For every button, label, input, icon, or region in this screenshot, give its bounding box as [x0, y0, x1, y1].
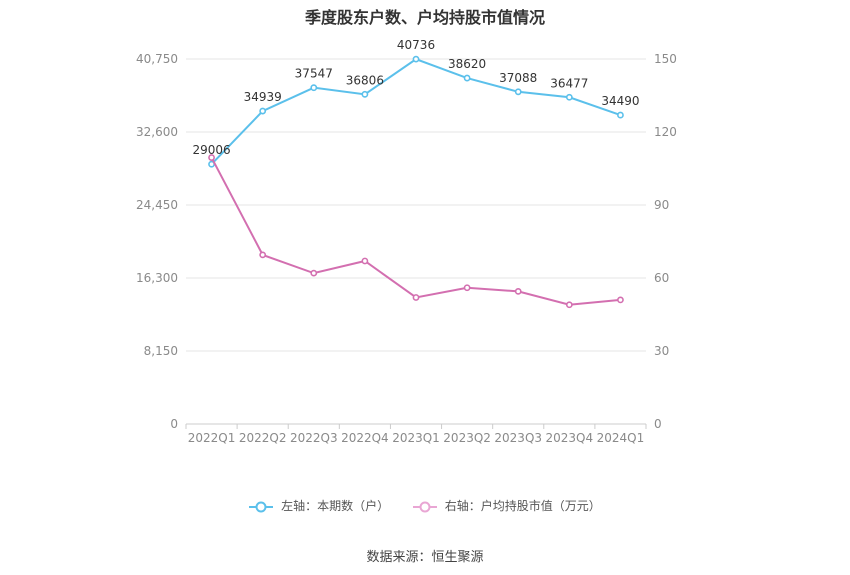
series-line-0 [210, 58, 621, 165]
legend-label-households: 左轴：本期数（户） [281, 499, 390, 513]
legend-item-households[interactable]: 左轴：本期数（户） [249, 497, 389, 514]
data-point-0 [259, 107, 267, 115]
data-source: 数据来源：恒生聚源 [366, 550, 484, 565]
data-point-0 [463, 74, 471, 82]
data-labels: 29006 34939 37547 36806 40736 38620 37088 36477… [192, 38, 639, 157]
legend: 左轴：本期数（户） 右轴：户均持股市值（万元） [0, 497, 850, 514]
data-label: 38620 [448, 57, 486, 71]
legend-item-avg-value[interactable]: 右轴：户均持股市值（万元） [412, 497, 601, 514]
left-tick-label: 32,600 [136, 125, 178, 139]
legend-marker-avg-value [412, 501, 437, 512]
data-label: 34939 [244, 90, 282, 104]
right-tick-label: 0 [654, 417, 662, 431]
left-tick-label: 24,450 [136, 198, 178, 212]
left-axis-ticks: 0 8,150 16,300 24,450 32,600 40,750 [136, 52, 178, 431]
chart-title: 季度股东户数、户均持股市值情况 [304, 8, 545, 27]
data-point-1 [310, 269, 318, 277]
series-line-1 [210, 157, 621, 306]
data-label: 40736 [397, 38, 435, 52]
x-tick-label: 2023Q4 [546, 431, 594, 445]
right-tick-label: 150 [654, 52, 677, 66]
data-point-1 [259, 251, 267, 259]
data-point-1 [565, 301, 573, 309]
x-tick-label: 2024Q1 [597, 431, 645, 445]
legend-label-avg-value: 右轴：户均持股市值（万元） [444, 499, 601, 513]
x-tick-label: 2022Q3 [290, 431, 338, 445]
grid-lines [186, 58, 646, 425]
data-point-0 [310, 84, 318, 92]
x-tick-label: 2023Q1 [392, 431, 440, 445]
left-tick-label: 16,300 [136, 271, 178, 285]
data-point-1 [361, 257, 369, 265]
right-tick-label: 60 [654, 271, 669, 285]
data-point-1 [208, 154, 215, 161]
data-point-0 [361, 90, 369, 98]
left-tick-label: 8,150 [144, 344, 178, 358]
data-point-0 [565, 93, 573, 101]
x-tick-label: 2023Q2 [443, 431, 491, 445]
x-tick-label: 2022Q2 [239, 431, 287, 445]
data-label: 29006 [192, 143, 230, 157]
data-label: 37088 [499, 71, 537, 85]
right-tick-label: 90 [654, 198, 669, 212]
data-point-0 [617, 111, 624, 119]
data-label: 36477 [550, 76, 588, 90]
x-axis-ticks: 2022Q1 2022Q2 2022Q3 2022Q4 2023Q1 2023Q2 2023… [185, 424, 647, 445]
right-tick-label: 30 [654, 344, 669, 358]
right-tick-label: 120 [654, 125, 677, 139]
left-tick-label: 40,750 [136, 52, 178, 66]
legend-marker-households [249, 501, 274, 512]
data-point-1 [463, 284, 471, 292]
data-point-0 [514, 88, 522, 96]
data-label: 34490 [601, 94, 639, 108]
x-tick-label: 2023Q3 [494, 431, 542, 445]
x-tick-label: 2022Q1 [188, 431, 236, 445]
series-layer [208, 55, 624, 309]
data-point-1 [617, 296, 624, 304]
data-point-0 [412, 55, 420, 63]
data-label: 36806 [346, 73, 384, 87]
left-tick-label: 0 [170, 417, 178, 431]
data-point-1 [514, 287, 522, 295]
data-label: 37547 [295, 67, 333, 81]
x-tick-label: 2022Q4 [341, 431, 389, 445]
data-point-1 [412, 294, 420, 301]
right-axis-ticks: 0 30 60 90 120 150 [654, 52, 677, 431]
